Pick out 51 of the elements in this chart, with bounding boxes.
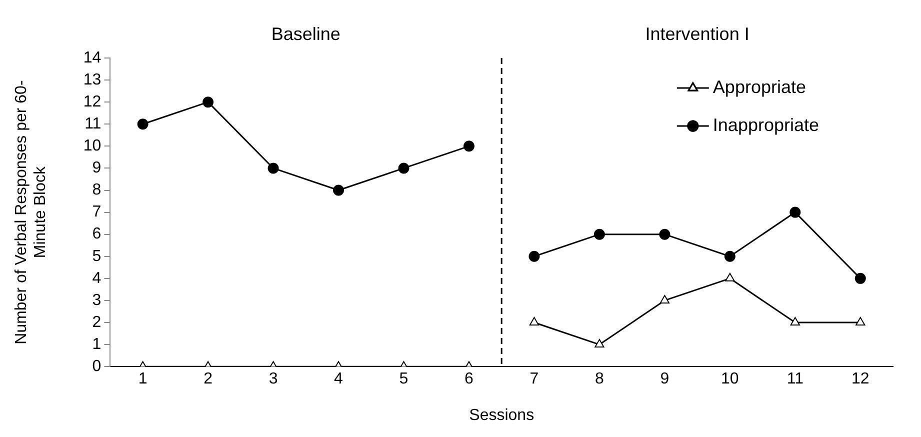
y-tick-label: 10 [83, 138, 102, 155]
x-axis-title: Sessions [469, 406, 534, 424]
point [790, 206, 801, 218]
y-tick-label: 4 [92, 270, 102, 287]
point [594, 228, 605, 240]
x-tick-label: 6 [464, 370, 474, 388]
x-tick-label: 11 [786, 370, 804, 388]
point [333, 184, 344, 196]
point [725, 272, 735, 282]
x-tick-label: 7 [530, 370, 539, 388]
y-tick-label: 7 [92, 204, 102, 221]
point [856, 317, 866, 326]
point [724, 250, 736, 262]
point [202, 96, 214, 108]
x-tick-label: 10 [721, 370, 739, 388]
point [529, 317, 540, 326]
point [268, 162, 279, 174]
y-tick-label: 13 [83, 71, 102, 88]
y-tick-label: 9 [92, 160, 102, 177]
point [398, 162, 410, 174]
x-tick-label: 4 [334, 370, 344, 388]
point [137, 118, 148, 130]
point [854, 272, 866, 284]
text: Baseline [271, 24, 340, 44]
point [790, 317, 800, 326]
y-tick-label: 8 [92, 182, 102, 199]
point [594, 339, 604, 348]
y-tick-label: 14 [83, 49, 102, 66]
x-tick-label: 1 [138, 370, 148, 388]
point [659, 228, 670, 240]
x-tick-label: 9 [660, 370, 670, 388]
y-tick-label: 11 [84, 116, 102, 133]
point [463, 140, 474, 152]
text: Intervention I [645, 24, 750, 44]
y-tick-label: 6 [92, 226, 102, 243]
y-tick-label: 0 [92, 358, 102, 376]
y-tick-label: 1 [92, 336, 102, 353]
x-tick-label: 3 [268, 370, 278, 388]
x-tick-label: 12 [851, 370, 870, 388]
point [528, 250, 540, 262]
legend-label: Inappropriate [712, 114, 820, 135]
x-tick-label: 2 [204, 370, 213, 388]
x-tick-label: 8 [594, 370, 604, 388]
y-tick-label: 3 [92, 292, 102, 309]
x-tick-label: 5 [399, 370, 408, 388]
y-tick-label: 5 [92, 248, 102, 265]
y-axis-title: Number of Verbal Responses per 60-Minute Block [13, 80, 50, 344]
y-tick-label: 12 [83, 93, 102, 110]
y-tick-label: 2 [92, 314, 102, 331]
legend-label: Appropriate [712, 76, 806, 97]
point [660, 294, 670, 304]
